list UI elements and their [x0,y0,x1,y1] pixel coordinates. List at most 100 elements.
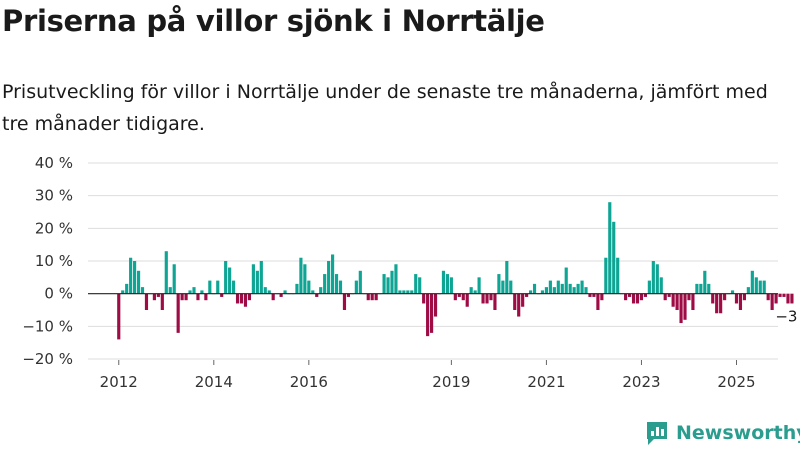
bar-negative [493,293,497,310]
bar-positive [647,280,651,294]
bar-negative [422,293,426,304]
chart-title: Priserna på villor sjönk i Norrtälje [2,4,545,38]
bar-positive [414,274,418,294]
bar-positive [133,261,137,294]
bar-positive [216,280,220,294]
bar-positive [136,270,141,294]
bar-positive [224,261,228,294]
bar-negative [235,293,240,304]
bar-negative [176,293,180,333]
bar-negative [243,293,248,307]
bar-negative [639,293,644,301]
bar-positive [172,264,176,294]
bar-negative [366,293,370,301]
bar-negative [624,293,628,301]
bar-positive [319,287,323,294]
bar-positive [263,287,267,294]
bar-positive [358,270,362,294]
bar-negative [180,293,184,301]
bar-negative [687,293,691,301]
x-tick-label: 2019 [432,373,470,391]
bar-negative [766,293,770,301]
x-tick-label: 2012 [100,373,138,391]
bar-positive [192,287,196,294]
bar-negative [152,293,156,301]
bar-positive [228,267,232,294]
bar-positive [398,290,402,294]
bar-negative [517,293,521,317]
bar-negative [196,293,200,301]
x-tick-label: 2023 [622,373,660,391]
bar-positive [327,261,331,294]
bar-positive [509,280,513,294]
bar-positive [410,290,414,294]
bar-negative [778,293,782,297]
bar-positive [402,290,406,294]
bar-negative [774,293,778,304]
bar-negative [430,293,434,333]
bar-positive [334,274,339,294]
y-tick-label: 40 % [35,154,73,172]
bar-positive [552,287,556,294]
y-tick-label: 0 % [44,285,73,303]
bar-negative [742,293,746,301]
bar-positive [299,257,303,294]
bar-positive [584,287,588,294]
bar-positive [267,290,271,294]
bar-negative [117,293,121,340]
bar-positive [612,221,616,294]
bar-positive [418,277,422,294]
bar-positive [338,280,343,294]
bar-negative [220,293,224,297]
x-tick-label: 2016 [290,373,328,391]
bar-negative [691,293,695,310]
bar-positive [564,267,568,294]
bar-negative [489,293,493,301]
bar-negative [525,293,529,297]
x-tick-label: 2025 [717,373,755,391]
y-tick-label: 10 % [35,252,73,270]
bar-negative [592,293,596,297]
bar-negative [160,293,164,310]
bar-negative [671,293,675,307]
bar-negative [370,293,374,301]
bar-negative [643,293,647,297]
bar-negative [723,293,727,301]
bar-positive [307,280,311,294]
bar-positive [295,283,299,294]
bar-positive [251,264,255,294]
brand-name: Newsworthy [676,422,800,444]
bar-positive [580,280,584,294]
bar-positive [730,290,735,294]
y-tick-label: 20 % [35,219,73,237]
bar-negative [675,293,679,310]
bar-negative [600,293,604,301]
bar-negative [247,293,252,301]
bar-positive [655,264,659,294]
bar-positive [188,290,192,294]
bar-positive [473,290,477,294]
bar-negative [156,293,160,297]
bar-negative [239,293,244,304]
bar-negative [433,293,438,317]
bar-negative [271,293,275,301]
bar-negative [342,293,347,310]
x-axis-ticks: 2012 2014 2016 2019 2021 2023 2025 [100,360,756,391]
bar-negative [426,293,430,337]
bar-negative [667,293,671,297]
bar-positive [255,270,259,294]
bar-positive [548,280,552,294]
bar-negative [596,293,600,310]
bar-negative [465,293,469,307]
bar-positive [703,270,707,294]
bar-negative [184,293,188,301]
bar-negative [453,293,457,301]
bar-positive [283,290,287,294]
bar-positive [129,257,133,294]
bar-negative [315,293,319,297]
bar-negative [279,293,283,297]
bar-positive [572,287,576,294]
bar-positive [331,254,335,294]
y-tick-label: −20 % [22,350,73,368]
bar-positive [608,202,612,294]
